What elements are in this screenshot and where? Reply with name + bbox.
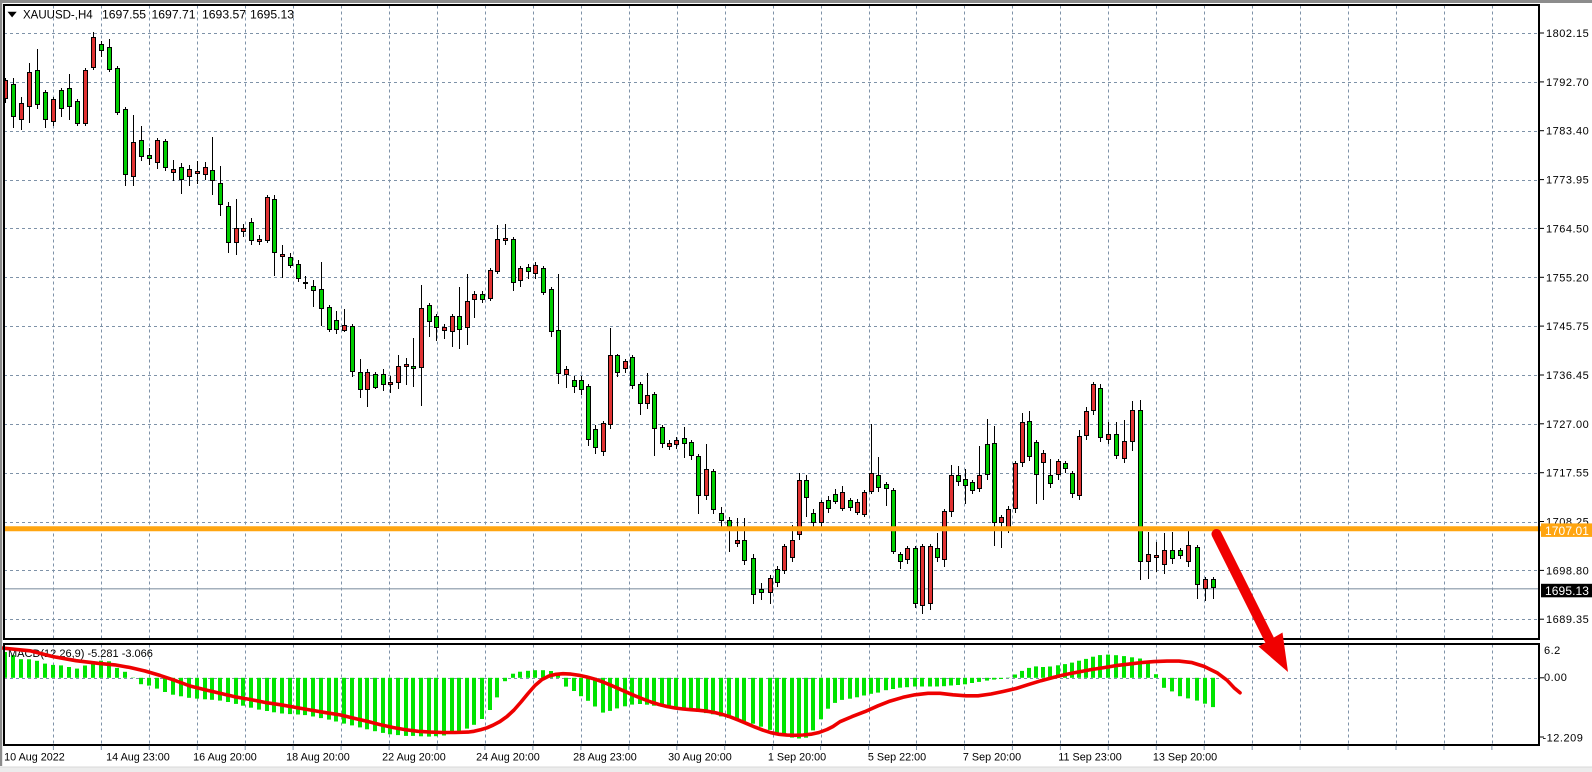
svg-text:-12.209: -12.209 xyxy=(1543,733,1584,745)
svg-text:1695.13: 1695.13 xyxy=(1545,584,1589,598)
svg-text:MACD(12,26,9) -5.281 -3.066: MACD(12,26,9) -5.281 -3.066 xyxy=(8,648,153,660)
svg-text:5 Sep 22:00: 5 Sep 22:00 xyxy=(868,752,926,764)
svg-text:14 Aug 23:00: 14 Aug 23:00 xyxy=(106,752,170,764)
svg-text:1697.71: 1697.71 xyxy=(152,8,196,22)
svg-text:1689.35: 1689.35 xyxy=(1546,614,1589,626)
svg-text:1717.55: 1717.55 xyxy=(1546,468,1589,480)
svg-text:7 Sep 20:00: 7 Sep 20:00 xyxy=(963,752,1021,764)
svg-text:1745.75: 1745.75 xyxy=(1546,321,1589,333)
svg-text:1755.20: 1755.20 xyxy=(1546,272,1589,284)
svg-text:28 Aug 23:00: 28 Aug 23:00 xyxy=(573,752,637,764)
svg-text:30 Aug 20:00: 30 Aug 20:00 xyxy=(668,752,732,764)
svg-text:1727.00: 1727.00 xyxy=(1546,419,1589,431)
svg-text:1698.80: 1698.80 xyxy=(1546,565,1589,577)
svg-text:10 Aug 2022: 10 Aug 2022 xyxy=(4,752,65,764)
svg-text:22 Aug 20:00: 22 Aug 20:00 xyxy=(382,752,446,764)
svg-text:1 Sep 20:00: 1 Sep 20:00 xyxy=(768,752,826,764)
svg-text:1783.40: 1783.40 xyxy=(1546,126,1589,138)
svg-text:1693.57: 1693.57 xyxy=(202,8,246,22)
svg-text:1802.15: 1802.15 xyxy=(1546,28,1589,40)
svg-text:16 Aug 20:00: 16 Aug 20:00 xyxy=(193,752,257,764)
svg-text:18 Aug 20:00: 18 Aug 20:00 xyxy=(286,752,350,764)
svg-text:XAUUSD-,H4: XAUUSD-,H4 xyxy=(23,10,93,22)
svg-text:1764.50: 1764.50 xyxy=(1546,223,1589,235)
svg-text:1736.45: 1736.45 xyxy=(1546,370,1589,382)
svg-text:6.2: 6.2 xyxy=(1544,645,1561,657)
svg-text:1792.70: 1792.70 xyxy=(1546,77,1589,89)
svg-text:24 Aug 20:00: 24 Aug 20:00 xyxy=(476,752,540,764)
svg-text:13 Sep 20:00: 13 Sep 20:00 xyxy=(1153,752,1217,764)
svg-text:11 Sep 23:00: 11 Sep 23:00 xyxy=(1058,752,1121,764)
svg-text:0.00: 0.00 xyxy=(1544,672,1567,684)
svg-text:1697.55: 1697.55 xyxy=(102,8,146,22)
svg-text:1707.01: 1707.01 xyxy=(1545,524,1589,538)
svg-text:1695.13: 1695.13 xyxy=(250,8,294,22)
svg-text:1773.95: 1773.95 xyxy=(1546,175,1589,187)
